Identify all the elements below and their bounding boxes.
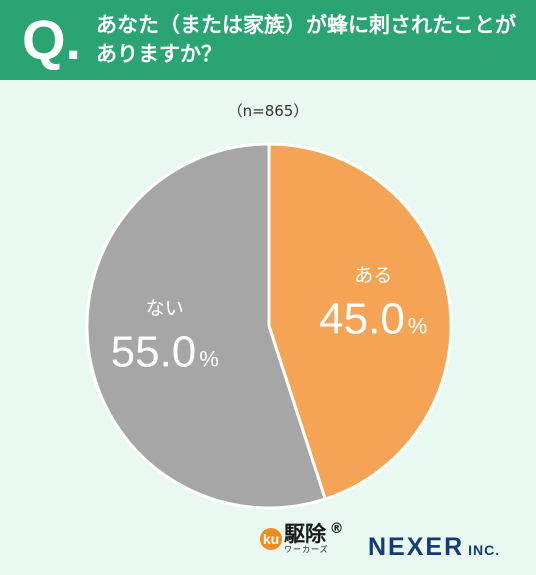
slice-label-nai: ない [146, 298, 184, 320]
question-text: あなた（または家族）が蜂に刺されたことがありますか？ [96, 13, 516, 66]
pie-slice-aru [267, 142, 453, 501]
slice-value-nai: 55.0% [111, 328, 219, 377]
kujo-workers-badge-icon: ku [260, 528, 282, 550]
nexer-name: NEXER [368, 533, 465, 561]
kujo-workers-name: 駆除 [284, 522, 326, 546]
nexer-inc: INC. [468, 542, 501, 558]
kujo-workers-subtitle: ワーカーズ [284, 545, 329, 554]
nexer-logo: NEXER INC. [368, 533, 500, 562]
slice-label-aru: ある [354, 264, 392, 286]
kujo-workers-logo: ku 駆除 ワーカーズ ® [260, 521, 344, 554]
q-mark: Q. [22, 8, 82, 71]
pie-slice-nai [85, 142, 328, 510]
sample-size: （n=865） [227, 102, 309, 120]
slice-value-aru: 45.0% [319, 294, 427, 343]
registered-mark: ® [329, 521, 344, 537]
question-header: Q. あなた（または家族）が蜂に刺されたことがありますか？ [0, 0, 536, 80]
